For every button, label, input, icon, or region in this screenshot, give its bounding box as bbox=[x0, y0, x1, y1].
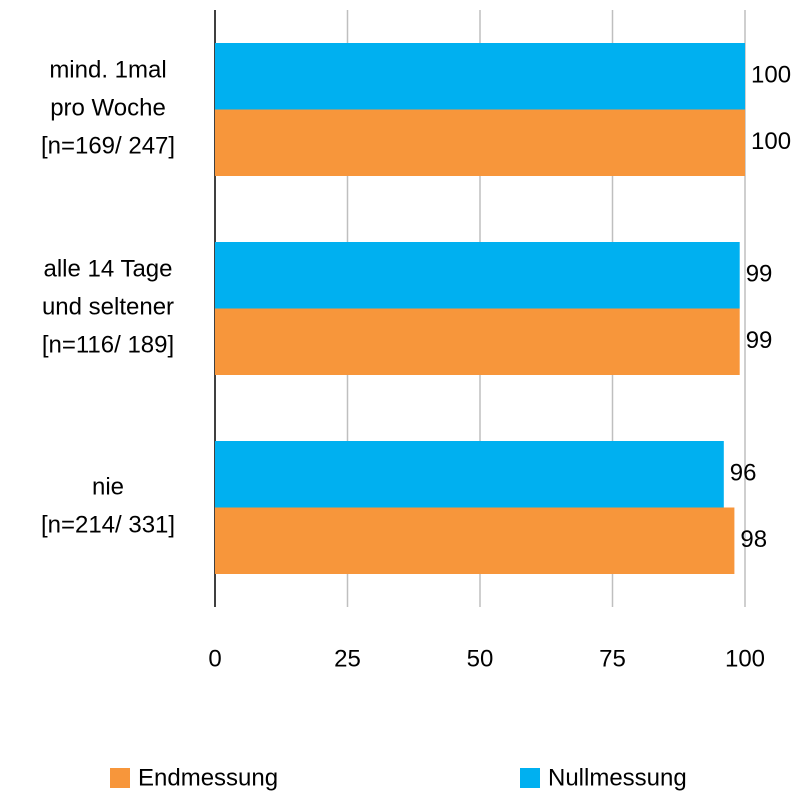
legend-label: Endmessung bbox=[138, 764, 278, 791]
y-tick-label: nie [n=214/ 331] bbox=[41, 474, 175, 539]
data-label: 98 bbox=[740, 526, 767, 553]
legend-swatch bbox=[520, 768, 540, 788]
y-tick-label: alle 14 Tage und seltener [n=116/ 189] bbox=[42, 256, 174, 359]
bar bbox=[215, 507, 735, 574]
data-label: 96 bbox=[730, 460, 757, 487]
x-tick-label: 0 bbox=[208, 645, 221, 672]
data-label: 100 bbox=[751, 62, 791, 89]
data-label: 100 bbox=[751, 128, 791, 155]
data-label: 99 bbox=[746, 261, 773, 288]
x-tick-label: 25 bbox=[334, 645, 361, 672]
data-label: 99 bbox=[746, 327, 773, 354]
x-tick-label: 100 bbox=[725, 645, 765, 672]
bar bbox=[215, 308, 740, 375]
bar bbox=[215, 43, 745, 110]
legend-swatch bbox=[110, 768, 130, 788]
legend-label: Nullmessung bbox=[548, 764, 687, 791]
y-tick-label: mind. 1mal pro Woche [n=169/ 247] bbox=[41, 57, 175, 160]
bar bbox=[215, 109, 745, 176]
bar bbox=[215, 242, 740, 309]
bar bbox=[215, 441, 724, 508]
x-tick-label: 50 bbox=[467, 645, 494, 672]
x-tick-label: 75 bbox=[599, 645, 626, 672]
